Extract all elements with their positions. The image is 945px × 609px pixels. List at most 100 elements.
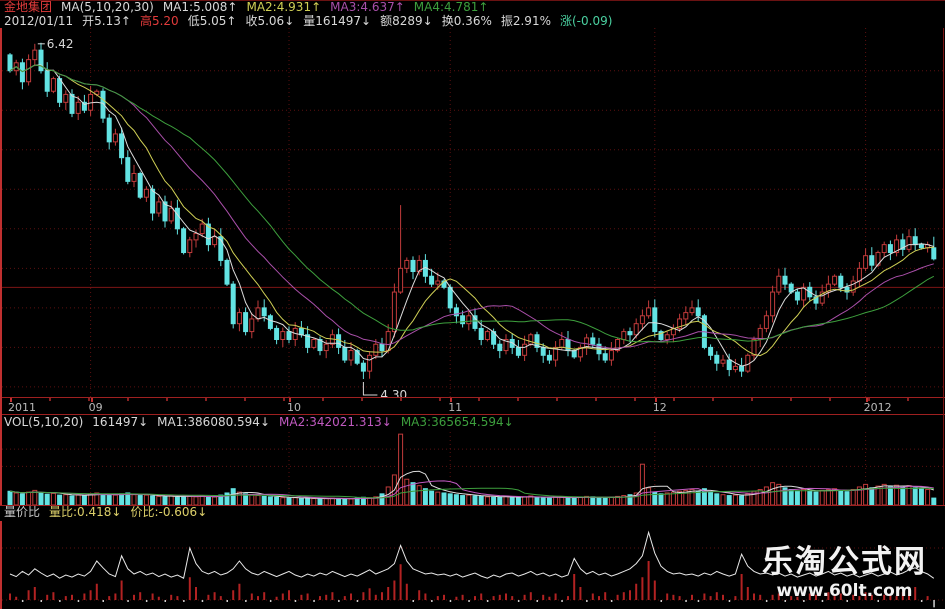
jiabi-bar-positive [238, 583, 241, 600]
volume-bar-down [590, 496, 596, 505]
volume-bar-down [602, 497, 608, 505]
jiabi-bar-positive [653, 580, 656, 600]
jiabi-bar-positive [746, 587, 749, 600]
jiabi-bar-positive [443, 594, 445, 600]
volume-bar-up [63, 494, 69, 505]
candle-down [274, 327, 280, 340]
volume-bar-down [807, 490, 813, 505]
jiabi-bar-positive [424, 593, 427, 600]
jiabi-bar-negative [685, 600, 687, 602]
jiabi-bar-positive [64, 596, 67, 600]
volume-bar-up [732, 494, 738, 505]
volume-bar-up [584, 495, 590, 505]
candle-down [460, 315, 466, 325]
candle-down [57, 78, 63, 103]
indicator-title[interactable]: 量价比 [4, 505, 41, 519]
axis-major-tick [289, 398, 291, 402]
axis-month-label: 11 [448, 401, 463, 414]
candle-up [584, 337, 590, 348]
candle-down [813, 296, 819, 304]
jiabi-bar-positive [9, 593, 11, 600]
jiabi-bar-positive [27, 590, 30, 600]
candle-down [708, 346, 714, 356]
volume-bar-up [212, 496, 218, 505]
candle-down [844, 286, 850, 293]
volume-bar-down [515, 497, 521, 505]
jiabi-bar-positive [95, 583, 98, 600]
jiabi-bar-positive [250, 593, 253, 600]
jiabi-bar-negative [586, 600, 588, 602]
candle-down [354, 350, 360, 364]
candle-up [683, 312, 689, 320]
jiabi-bar-positive [722, 594, 724, 600]
volume-bar-down [150, 495, 156, 505]
volume-bar-down [69, 495, 75, 505]
jiabi-bar-positive [461, 594, 464, 600]
volume-bar-down [286, 497, 292, 505]
volume-bar-down [565, 497, 571, 505]
jiabi-bar-positive [15, 596, 18, 600]
candle-down [286, 331, 292, 340]
jiabi-bar-positive [474, 596, 476, 600]
jiabi-bar-positive [808, 593, 811, 600]
jiabi-bar-negative [269, 600, 272, 602]
jiabi-bar-negative [486, 600, 489, 602]
axis-minor-tick [439, 398, 441, 401]
volume-bar-down [447, 493, 453, 505]
candle-down [410, 259, 416, 273]
jiabi-bar-positive [529, 592, 532, 600]
volume-bar-up [484, 496, 490, 505]
axis-minor-tick [478, 398, 480, 401]
volume-bar-up [522, 496, 528, 505]
jiabi-bar-positive [771, 594, 774, 600]
candle-up [763, 315, 769, 329]
candle-down [652, 307, 658, 333]
volume-bar-up [292, 497, 298, 505]
volume-bar-down [918, 488, 924, 505]
right-border [943, 28, 944, 505]
axis-minor-tick [244, 398, 246, 401]
candle-down [714, 354, 720, 364]
axis-top-border [0, 397, 945, 398]
candle-down [119, 133, 125, 159]
volume-bar-up [863, 483, 869, 505]
jiabi-bar-positive [257, 596, 259, 600]
candle-down [726, 359, 732, 371]
axis-month-label: 09 [88, 401, 103, 414]
candle-down [19, 62, 25, 83]
jiabi-bar-negative [313, 600, 315, 602]
volume-bar-down [119, 493, 125, 505]
candle-up [193, 233, 199, 241]
volume-bar-up [677, 490, 683, 505]
volume-bar-down [497, 496, 503, 505]
axis-minor-tick [790, 398, 792, 401]
jiabi-bar-positive [213, 592, 216, 600]
jiabi-bar-positive [591, 593, 594, 600]
volume-bar-down [571, 497, 577, 505]
volume-bar-up [280, 497, 286, 505]
candle-down [342, 346, 348, 361]
volume-bar-down [305, 497, 311, 505]
candle-up [373, 343, 379, 356]
jiabi-bar-positive [858, 596, 861, 600]
jiabi-bar-negative [449, 600, 452, 602]
price-ma2-line [9, 64, 934, 357]
candle-up [484, 331, 490, 340]
volume-bar-up [435, 491, 441, 505]
candle-up [63, 93, 69, 103]
jiabi-bar-positive [691, 594, 693, 600]
axis-minor-tick [712, 398, 714, 401]
jiabi-bar-positive [176, 596, 179, 600]
amount-value: 额8289↓ [380, 14, 433, 28]
jiabi-bar-negative [765, 600, 768, 602]
candle-up [757, 327, 763, 340]
volume-bar-down [453, 494, 459, 505]
candle-up [832, 275, 838, 285]
jiabi-bar-positive [405, 583, 408, 600]
candle-up [608, 350, 614, 361]
volume-bar-up [763, 486, 769, 505]
ma2-value: MA2:4.931↑ [246, 0, 322, 14]
volume-bar-up [925, 489, 931, 505]
candle-up [249, 318, 255, 333]
candle-down [590, 337, 596, 345]
